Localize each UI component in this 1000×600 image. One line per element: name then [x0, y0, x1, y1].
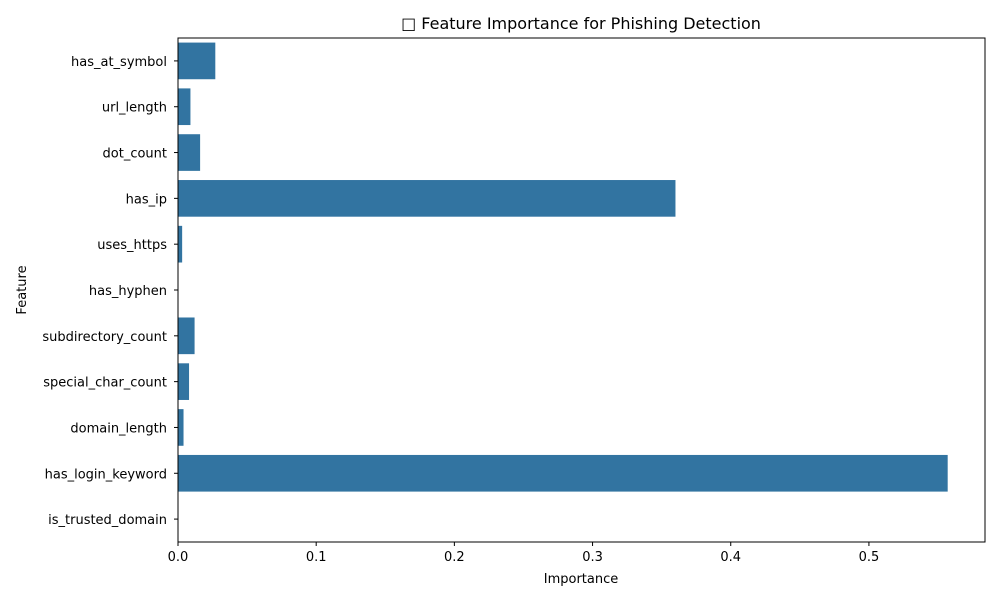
y-axis-ticks: has_at_symbol url_length dot_count has_ipus…: [42, 55, 178, 528]
bar-dot_count: [178, 134, 201, 171]
x-tick-label-1: 0.1: [306, 550, 327, 565]
bar-special_char_count: [178, 363, 190, 400]
bar-has_ip: [178, 180, 676, 217]
y-tick-label-has_hyphen: has_hyphen: [89, 284, 167, 299]
axes-frame: [177, 37, 986, 543]
y-tick-label-has_at_symbol: has_at_symbol: [71, 55, 167, 70]
x-axis-ticks: 0.0 0.1 0.2 0.3 0.4 0.5: [168, 542, 880, 565]
y-tick-label-url_length: url_length: [102, 101, 167, 116]
bar-has_login_keyword: [178, 454, 948, 492]
bar-domain_length: [178, 409, 184, 446]
y-tick-label-has_ip: has_ip: [126, 192, 167, 207]
bar-uses_https: [178, 225, 183, 263]
bar-url_length: [178, 88, 191, 126]
bars-group: [178, 42, 948, 492]
y-tick-label-is_trusted_domain: is_trusted_domain: [48, 513, 167, 528]
y-tick-label-uses_https: uses_https: [97, 238, 167, 253]
y-tick-label-subdirectory_count: subdirectory_count: [42, 330, 167, 345]
y-tick-label-dot_count: dot_count: [103, 147, 167, 162]
x-axis-label: Importance: [544, 572, 619, 587]
x-tick-label-0: 0.0: [168, 550, 189, 565]
bar-has_at_symbol: [178, 42, 216, 80]
x-tick-label-2: 0.2: [444, 550, 465, 565]
x-tick-label-3: 0.3: [582, 550, 603, 565]
y-tick-label-special_char_count: special_char_count: [43, 376, 167, 391]
x-tick-label-5: 0.5: [859, 550, 880, 565]
x-tick-label-4: 0.4: [720, 550, 741, 565]
bar-subdirectory_count: [178, 317, 195, 355]
y-tick-label-domain_length: domain_length: [70, 421, 167, 436]
chart-title: □ Feature Importance for Phishing Detect…: [401, 14, 761, 33]
y-tick-label-has_login_keyword: has_login_keyword: [45, 467, 167, 482]
y-axis-label: Feature: [15, 265, 30, 314]
